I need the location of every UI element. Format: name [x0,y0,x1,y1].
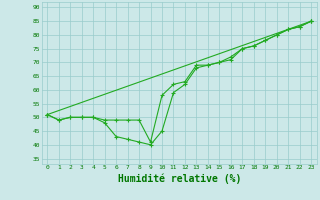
X-axis label: Humidité relative (%): Humidité relative (%) [117,173,241,184]
